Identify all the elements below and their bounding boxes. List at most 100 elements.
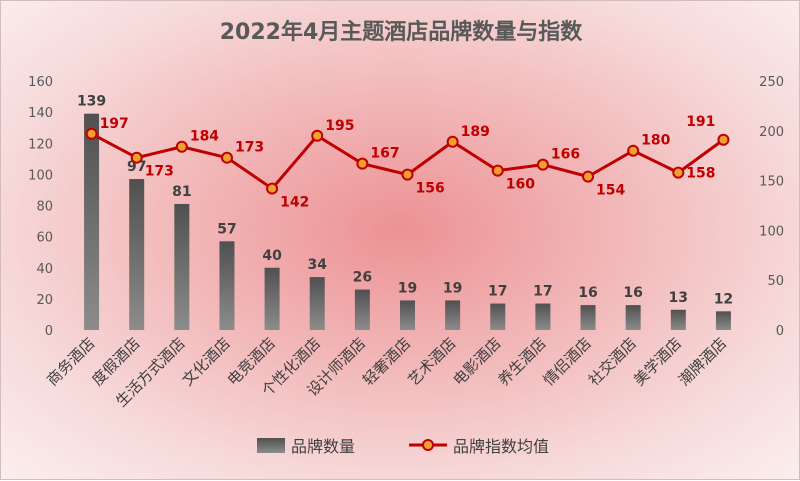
bar-value-label: 57 <box>217 221 236 237</box>
bar-value-label: 19 <box>398 280 417 296</box>
bar-value-label: 19 <box>443 280 462 296</box>
line-point <box>672 166 685 179</box>
category-label: 社交酒店 <box>585 334 640 389</box>
bar-value-label: 34 <box>307 257 327 273</box>
line-value-label: 184 <box>190 129 219 145</box>
left-tick-label: 100 <box>28 168 53 183</box>
line-point <box>130 151 143 164</box>
right-tick-label: 50 <box>767 274 784 289</box>
bar-value-label: 139 <box>77 94 106 110</box>
line-point <box>311 129 324 142</box>
category-label: 情侣酒店 <box>540 334 595 389</box>
line-value-label: 180 <box>641 133 670 149</box>
left-tick-label: 140 <box>28 106 53 121</box>
bar-value-label: 16 <box>578 285 597 301</box>
line-value-label: 154 <box>596 183 625 199</box>
bar-value-label: 81 <box>172 184 191 200</box>
category-label: 养生酒店 <box>495 334 550 389</box>
line-value-label: 195 <box>325 118 354 134</box>
bar <box>264 267 280 330</box>
bar <box>354 289 370 330</box>
chart-title: 2022年4月主题酒店品牌数量与指数 <box>220 19 584 45</box>
left-tick-label: 120 <box>28 137 53 152</box>
left-tick-label: 60 <box>36 231 53 246</box>
category-label: 轻奢酒店 <box>359 334 414 389</box>
line-value-label: 167 <box>370 146 399 162</box>
bar-value-label: 17 <box>488 284 507 300</box>
bar-value-label: 26 <box>353 270 372 286</box>
bar-value-label: 40 <box>262 248 282 264</box>
category-label: 电影酒店 <box>449 334 504 389</box>
line-point <box>266 182 279 195</box>
line-value-label: 191 <box>686 114 715 130</box>
bar <box>84 113 100 331</box>
line-point <box>491 164 504 177</box>
line-point <box>627 144 640 157</box>
category-label: 艺术酒店 <box>404 334 459 389</box>
bar <box>625 305 641 330</box>
legend-bar-label: 品牌数量 <box>291 437 355 456</box>
bar <box>670 309 686 330</box>
line-point <box>446 135 459 148</box>
bar <box>129 179 145 330</box>
left-tick-label: 40 <box>36 262 53 277</box>
line-point <box>401 168 414 181</box>
bar <box>490 303 506 330</box>
line-value-label: 166 <box>551 147 580 163</box>
bar-series <box>84 113 731 331</box>
left-axis: 0 20 40 60 80 100 120 140 160 <box>28 75 53 339</box>
bar <box>309 277 325 330</box>
legend-line-marker <box>422 439 434 451</box>
left-tick-label: 160 <box>28 75 53 90</box>
left-tick-label: 80 <box>36 200 53 215</box>
line-point <box>356 157 369 170</box>
bar-value-label: 13 <box>669 290 688 306</box>
right-tick-label: 200 <box>759 125 784 140</box>
line-value-label: 173 <box>145 164 174 180</box>
category-label: 商务酒店 <box>43 334 98 389</box>
bar <box>445 300 461 330</box>
right-tick-label: 100 <box>759 224 784 239</box>
category-label: 美学酒店 <box>630 334 685 389</box>
right-axis: 0 50 100 150 200 250 <box>759 75 784 339</box>
left-tick-label: 20 <box>36 293 53 308</box>
bar-value-label: 17 <box>533 284 552 300</box>
line-point <box>220 151 233 164</box>
bar-value-label: 12 <box>714 291 733 307</box>
line-value-label: 142 <box>280 195 309 211</box>
line-value-label: 156 <box>416 181 445 197</box>
line-series <box>85 127 730 195</box>
right-tick-label: 0 <box>776 324 784 339</box>
line-value-label: 173 <box>235 140 264 156</box>
line-value-label: 189 <box>461 124 490 140</box>
bar <box>580 305 596 330</box>
line-labels: 197 173 184 173 142 195 167 156 189 160 166 154 180 1… <box>100 114 716 211</box>
legend-line-label: 品牌指数均值 <box>453 437 549 456</box>
line-point <box>175 140 188 153</box>
line-value-label: 158 <box>686 166 715 182</box>
legend: 品牌数量 品牌指数均值 <box>257 437 549 456</box>
line-value-label: 197 <box>100 116 129 132</box>
category-label: 文化酒店 <box>179 334 234 389</box>
left-tick-label: 0 <box>45 324 53 339</box>
bar <box>174 203 190 330</box>
bar <box>715 311 731 330</box>
line-point <box>582 170 595 183</box>
bar-labels: 139 97 81 57 40 34 26 19 19 17 17 16 16 13 12 <box>77 94 733 308</box>
right-tick-label: 150 <box>759 175 784 190</box>
bar-value-label: 97 <box>127 159 146 175</box>
bar-value-label: 16 <box>623 285 642 301</box>
bar <box>400 300 415 330</box>
right-tick-label: 250 <box>759 75 784 90</box>
line-point <box>85 127 98 140</box>
category-label: 潮牌酒店 <box>675 334 730 389</box>
line-point <box>536 158 549 171</box>
bar <box>535 303 551 330</box>
line-point <box>717 133 730 146</box>
category-labels: 商务酒店度假酒店生活方式酒店文化酒店电竞酒店个性化酒店设计师酒店轻奢酒店艺术酒店… <box>43 334 730 410</box>
line-value-label: 160 <box>506 177 535 193</box>
legend-bar-swatch <box>257 438 285 453</box>
bar <box>219 241 235 330</box>
